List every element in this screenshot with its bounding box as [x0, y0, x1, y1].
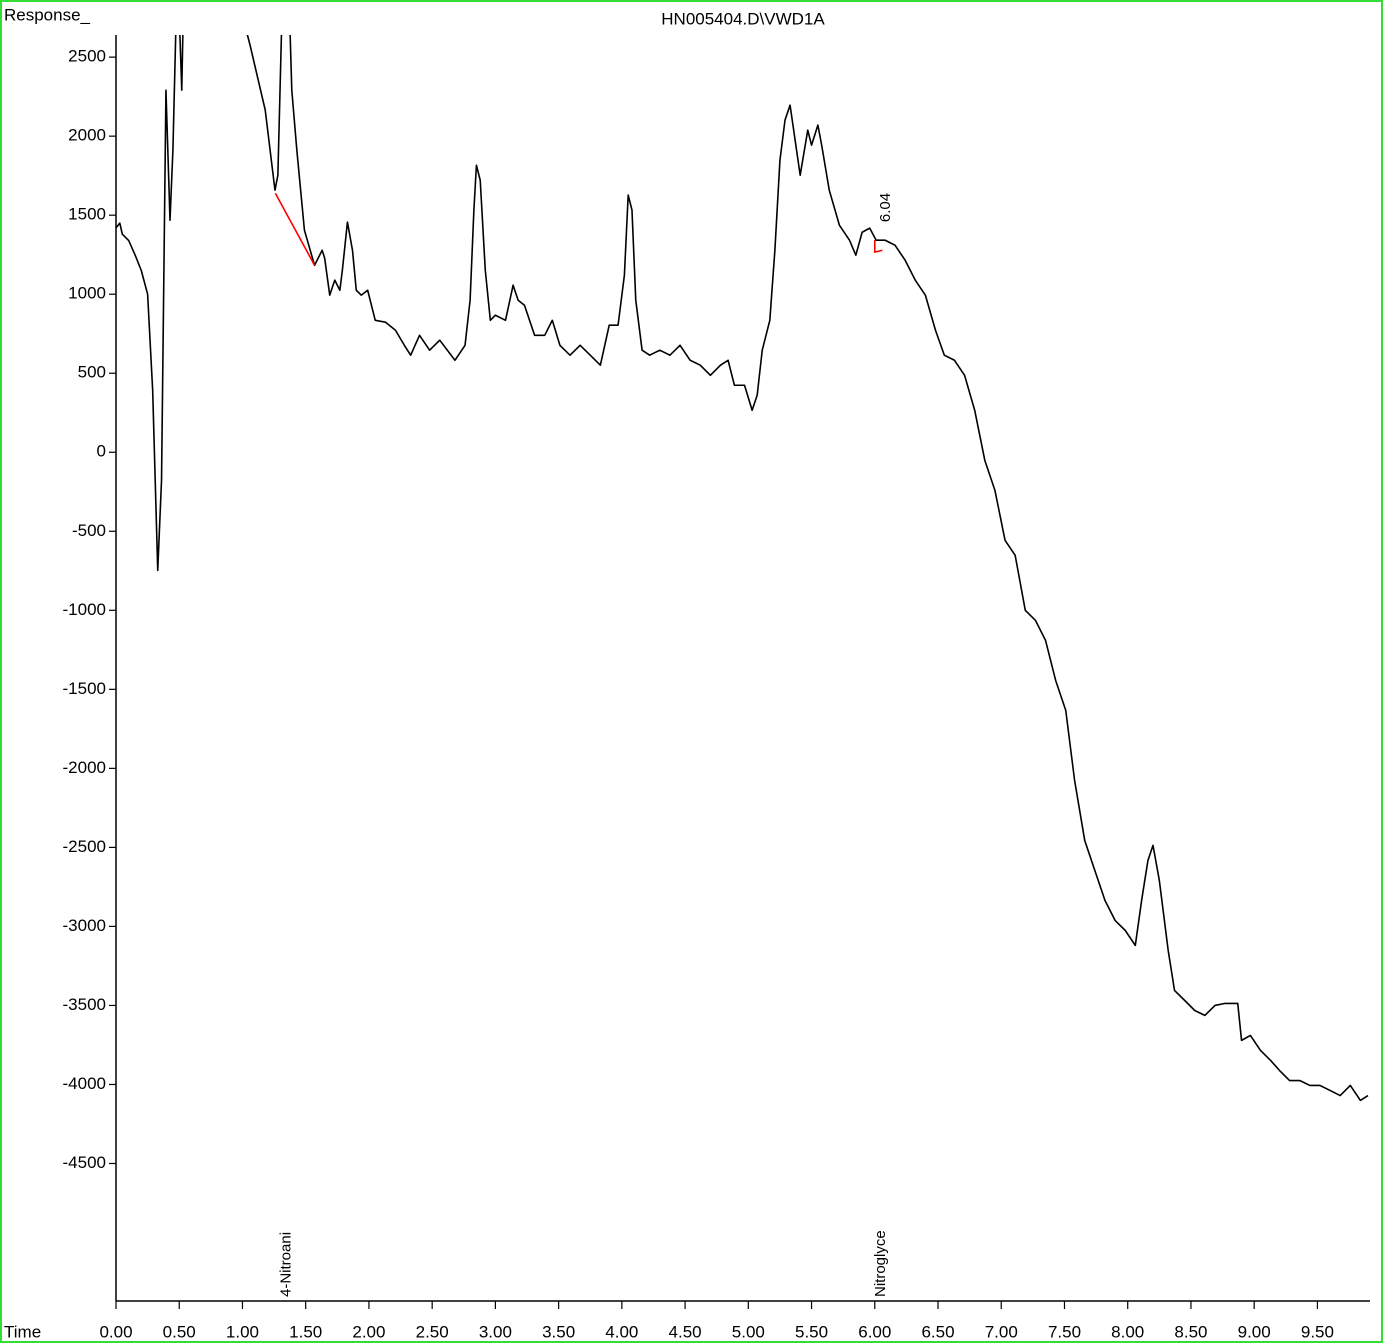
x-tick-label: 6.50 [921, 1322, 954, 1341]
x-tick-label: 3.00 [479, 1322, 512, 1341]
y-tick-label: -1500 [63, 679, 106, 698]
x-tick-label: 4.50 [669, 1322, 702, 1341]
baseline [873, 240, 883, 253]
trace [116, 35, 1369, 1102]
x-tick-label: 9.00 [1238, 1322, 1271, 1341]
peak-name: 4-Nitroani [277, 1232, 294, 1297]
x-tick-label: 8.00 [1111, 1322, 1144, 1341]
x-tick-label: 7.50 [1048, 1322, 1081, 1341]
x-tick-label: 5.50 [795, 1322, 828, 1341]
x-tick-label: 1.50 [289, 1322, 322, 1341]
x-axis-label: Time [4, 1322, 41, 1341]
plot-area [116, 35, 1369, 1102]
y-tick-label: 500 [78, 363, 106, 382]
x-tick-label: 0.00 [99, 1322, 132, 1341]
y-tick-label: -4500 [63, 1153, 106, 1172]
x-tick-label: 0.50 [163, 1322, 196, 1341]
y-tick-label: -500 [72, 521, 106, 540]
y-tick-label: -3000 [63, 916, 106, 935]
x-tick-label: 7.00 [985, 1322, 1018, 1341]
peak-rt-label: 6.04 [877, 193, 894, 222]
y-tick-label: -2000 [63, 758, 106, 777]
x-tick-label: 2.00 [352, 1322, 385, 1341]
y-tick-label: 1500 [68, 205, 106, 224]
baseline [274, 192, 316, 266]
x-tick-label: 6.00 [858, 1322, 891, 1341]
y-tick-label: -2500 [63, 837, 106, 856]
y-tick-label: 0 [97, 442, 106, 461]
x-tick-label: 3.50 [542, 1322, 575, 1341]
x-tick-label: 4.00 [605, 1322, 638, 1341]
y-tick-label: -1000 [63, 600, 106, 619]
y-axis-label: Response_ [4, 5, 91, 24]
y-tick-label: 1000 [68, 284, 106, 303]
y-tick-label: 2000 [68, 126, 106, 145]
peak-name: Nitroglyce [872, 1230, 889, 1297]
y-tick-label: -3500 [63, 995, 106, 1014]
chart-title: HN005404.D\VWD1A [661, 9, 825, 28]
x-tick-label: 9.50 [1301, 1322, 1334, 1341]
x-tick-label: 1.00 [226, 1322, 259, 1341]
x-tick-label: 5.00 [732, 1322, 765, 1341]
y-tick-label: 2500 [68, 47, 106, 66]
y-tick-label: -4000 [63, 1074, 106, 1093]
x-tick-label: 2.50 [416, 1322, 449, 1341]
x-tick-label: 8.50 [1174, 1322, 1207, 1341]
